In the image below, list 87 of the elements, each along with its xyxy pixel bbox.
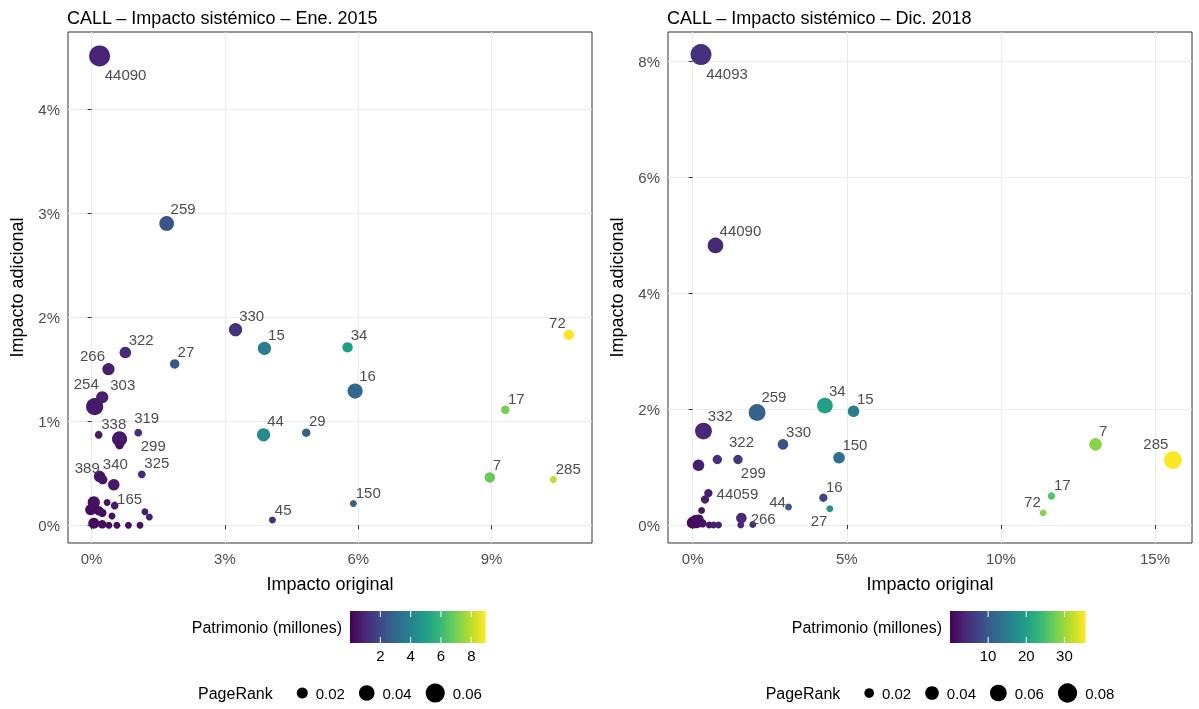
y-axis-title: Impacto adicional bbox=[7, 217, 27, 358]
annotation: 285 bbox=[1142, 435, 1168, 453]
legend-label: 0.06 bbox=[452, 684, 482, 702]
annotation: 322 bbox=[728, 432, 754, 450]
annotation: 44059 bbox=[716, 485, 758, 503]
annotation: 266 bbox=[750, 510, 776, 528]
annotation: 7 bbox=[1098, 422, 1107, 440]
legend-label: 0.02 bbox=[315, 684, 345, 702]
annotation: 45 bbox=[274, 500, 292, 518]
annotation: 299 bbox=[140, 436, 166, 454]
legend-label: 0.06 bbox=[1014, 684, 1044, 702]
annotation: 72 bbox=[1023, 493, 1041, 511]
y-tick-label: 8% bbox=[637, 52, 660, 70]
annotation: 319 bbox=[134, 409, 160, 427]
color-bar-label: 2 bbox=[376, 647, 385, 664]
x-tick-label: 15% bbox=[1139, 550, 1170, 567]
y-tick-label: 2% bbox=[38, 308, 60, 326]
annotation: 330 bbox=[239, 307, 265, 325]
x-tick-label: 0% bbox=[681, 550, 703, 567]
x-tick-label: 0% bbox=[80, 550, 103, 567]
y-tick-label: 6% bbox=[637, 168, 660, 186]
legend-label: 0.04 bbox=[382, 684, 412, 702]
color-bar-label: 10 bbox=[979, 647, 996, 664]
color-bar-label: 6 bbox=[436, 647, 446, 664]
x-axis-title: Impacto original bbox=[266, 574, 394, 594]
annotation: 325 bbox=[144, 454, 170, 472]
annotation: 338 bbox=[101, 414, 127, 432]
annotation: 299 bbox=[740, 464, 766, 482]
annotation: 29 bbox=[308, 412, 326, 430]
annotation: 15 bbox=[856, 389, 874, 407]
annotation: 303 bbox=[110, 376, 136, 394]
legend-label: 0.02 bbox=[881, 684, 911, 702]
y-tick-label: 4% bbox=[637, 284, 660, 302]
color-bar-label: 4 bbox=[406, 647, 415, 664]
annotation: 330 bbox=[785, 423, 811, 441]
color-bar-label: 20 bbox=[1017, 647, 1035, 664]
annotation: 259 bbox=[760, 388, 786, 406]
annotation: 44093 bbox=[705, 65, 748, 83]
y-tick-label: 1% bbox=[38, 412, 60, 430]
chart-title: CALL – Impacto sistémico – Ene. 2015 bbox=[67, 8, 378, 28]
annotation: 44 bbox=[768, 493, 786, 511]
legend-title: PageRank bbox=[198, 684, 274, 702]
annotation: 150 bbox=[355, 483, 381, 501]
annotation: 322 bbox=[128, 330, 154, 348]
y-tick-label: 0% bbox=[38, 516, 60, 534]
x-tick-label: 6% bbox=[347, 550, 370, 567]
annotation: 17 bbox=[1053, 476, 1071, 494]
y-tick-label: 0% bbox=[637, 516, 660, 534]
annotation: 259 bbox=[170, 200, 196, 218]
annotation: 16 bbox=[825, 477, 843, 495]
annotation: 340 bbox=[102, 454, 128, 472]
y-tick-label: 4% bbox=[38, 100, 60, 118]
x-tick-label: 10% bbox=[985, 550, 1016, 567]
x-tick-label: 5% bbox=[835, 550, 858, 567]
annotation: 266 bbox=[79, 347, 105, 365]
chart-title: CALL – Impacto sistémico – Dic. 2018 bbox=[666, 8, 971, 28]
annotation: 254 bbox=[73, 375, 99, 393]
annotation: 27 bbox=[810, 512, 827, 530]
legend-label: 0.04 bbox=[946, 684, 976, 702]
annotation: 44090 bbox=[104, 66, 147, 84]
color-bar-label: 8 bbox=[467, 647, 476, 664]
color-bar-label: 30 bbox=[1055, 647, 1073, 664]
x-tick-label: 3% bbox=[214, 550, 236, 567]
x-axis-title: Impacto original bbox=[865, 574, 994, 594]
y-axis-title: Impacto adicional bbox=[606, 217, 627, 358]
annotation: 15 bbox=[268, 325, 285, 343]
annotation: 285 bbox=[555, 460, 581, 478]
annotation: 16 bbox=[359, 367, 376, 385]
annotation: 7 bbox=[492, 456, 502, 474]
annotation: 34 bbox=[828, 381, 846, 399]
annotation: 72 bbox=[549, 313, 566, 331]
legend-label: 0.08 bbox=[1084, 684, 1114, 702]
annotation: 165 bbox=[117, 490, 143, 508]
y-tick-label: 3% bbox=[38, 204, 60, 222]
annotation: 27 bbox=[177, 343, 195, 361]
annotation: 150 bbox=[841, 435, 867, 453]
y-tick-label: 2% bbox=[637, 400, 660, 418]
annotation: 34 bbox=[350, 326, 368, 344]
annotation: 389 bbox=[74, 458, 100, 476]
color-bar-title: Patrimonio (millones) bbox=[791, 618, 942, 636]
annotation: 44090 bbox=[719, 221, 761, 239]
x-tick-label: 9% bbox=[480, 550, 503, 567]
legend-title: PageRank bbox=[765, 684, 841, 702]
annotation: 332 bbox=[707, 406, 733, 424]
annotation: 17 bbox=[508, 389, 525, 407]
annotation: 44 bbox=[267, 412, 284, 430]
color-bar-title: Patrimonio (millones) bbox=[191, 618, 342, 636]
